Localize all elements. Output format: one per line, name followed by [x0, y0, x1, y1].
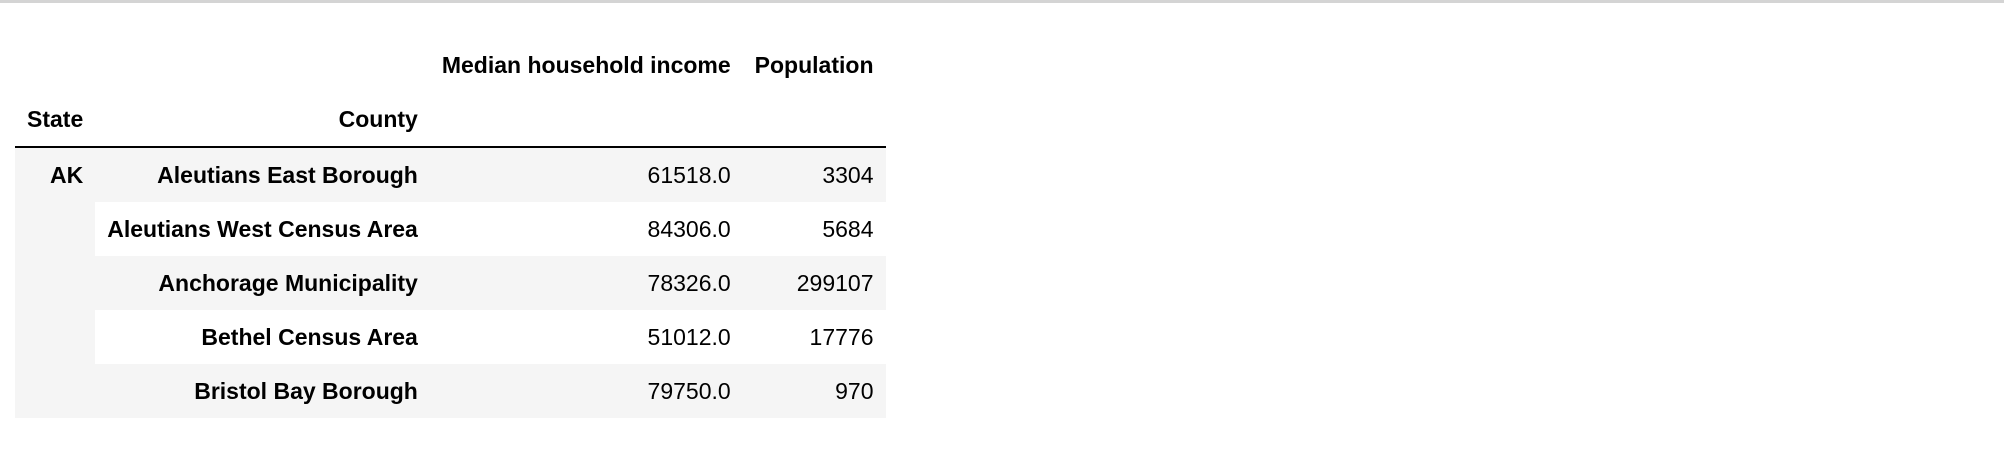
- income-cell: 84306.0: [429, 202, 743, 256]
- index-header-county: County: [95, 92, 430, 148]
- state-index-cell: AK: [15, 147, 96, 418]
- county-index-cell: Anchorage Municipality: [95, 256, 430, 310]
- table-row: Bethel Census Area 51012.0 17776: [15, 310, 886, 364]
- population-cell: 17776: [742, 310, 886, 364]
- blank-header-cell: [15, 38, 95, 92]
- column-header-population: Population: [754, 52, 874, 78]
- table-row: Anchorage Municipality 78326.0 299107: [15, 256, 886, 310]
- blank-header-cell: [95, 38, 430, 92]
- column-header-income: Median household income: [441, 52, 731, 78]
- dataframe-table: Median household income Population State…: [15, 38, 886, 418]
- population-cell: 299107: [742, 256, 886, 310]
- population-cell: 970: [742, 364, 886, 418]
- blank-header-cell: [742, 92, 886, 148]
- county-index-cell: Bethel Census Area: [95, 310, 430, 364]
- table-row: Aleutians West Census Area 84306.0 5684: [15, 202, 886, 256]
- county-index-cell: Aleutians East Borough: [95, 147, 430, 202]
- income-cell: 61518.0: [429, 147, 743, 202]
- index-header-state: State: [15, 92, 96, 148]
- income-cell: 78326.0: [429, 256, 743, 310]
- population-cell: 5684: [742, 202, 886, 256]
- population-cell: 3304: [742, 147, 886, 202]
- income-cell: 51012.0: [429, 310, 743, 364]
- county-index-cell: Aleutians West Census Area: [95, 202, 430, 256]
- column-header-row: Median household income Population: [15, 38, 886, 92]
- income-cell: 79750.0: [429, 364, 743, 418]
- index-header-row: State County: [15, 92, 886, 148]
- county-index-cell: Bristol Bay Borough: [95, 364, 430, 418]
- top-divider: [0, 0, 2004, 3]
- blank-header-cell: [429, 92, 743, 148]
- table-row: Bristol Bay Borough 79750.0 970: [15, 364, 886, 418]
- table-row: AK Aleutians East Borough 61518.0 3304: [15, 147, 886, 418]
